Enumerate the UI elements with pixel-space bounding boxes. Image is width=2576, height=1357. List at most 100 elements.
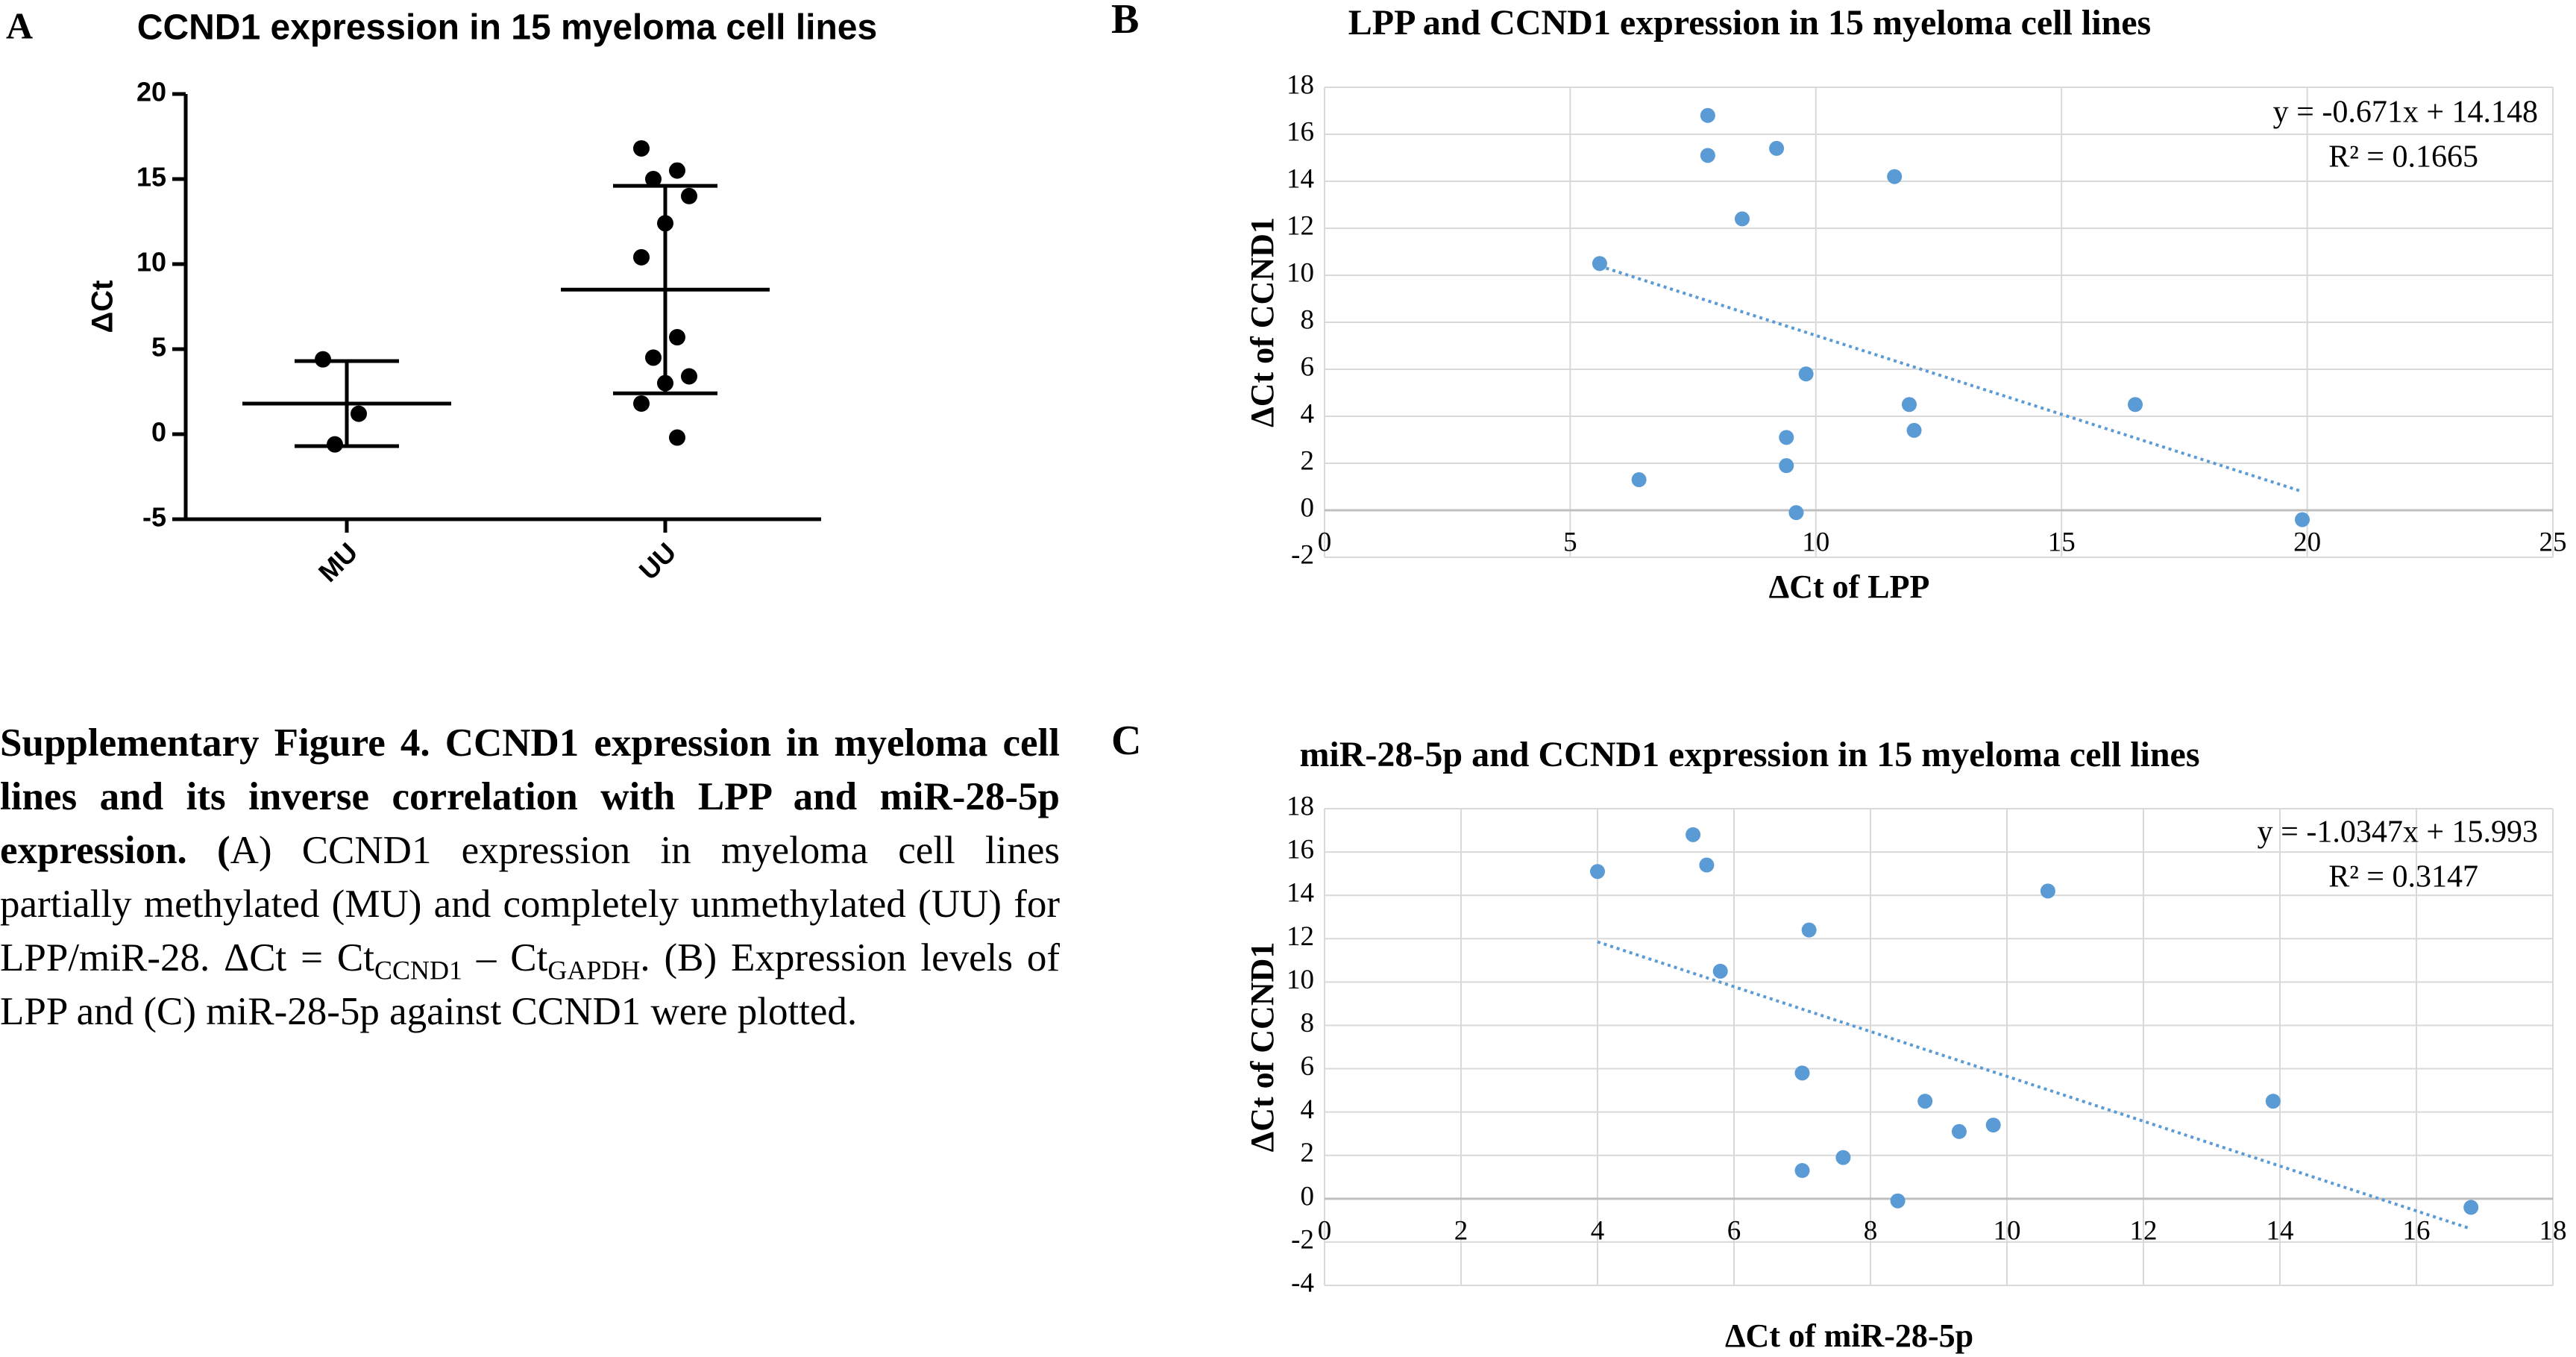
- x-tick-label: 6: [1727, 1215, 1741, 1246]
- point: [1700, 148, 1715, 163]
- point: [1590, 864, 1605, 880]
- y-tick-label: 2: [1301, 445, 1315, 476]
- trend-equation: y = -0.671x + 14.148: [2273, 95, 2538, 130]
- x-tick-label: 4: [1591, 1215, 1605, 1246]
- x-tick-label: 8: [1864, 1215, 1878, 1246]
- point: [1801, 922, 1817, 938]
- point: [633, 248, 650, 266]
- x-tick-label: 20: [2293, 527, 2321, 557]
- point: [657, 215, 673, 232]
- trend-r2: R² = 0.3147: [2328, 860, 2478, 894]
- point: [657, 374, 673, 392]
- point: [1699, 857, 1715, 873]
- point: [1794, 1163, 1810, 1179]
- y-tick-label: 8: [1301, 304, 1315, 335]
- point: [1794, 1065, 1810, 1081]
- panel-letter: A: [6, 4, 33, 46]
- caption: Supplementary Figure 4. CCND1 expression…: [0, 716, 1060, 1038]
- y-tick-label: 14: [1287, 878, 1314, 909]
- y-tick-label: -2: [1291, 1224, 1314, 1255]
- y-tick-label: 4: [1301, 398, 1315, 429]
- y-tick-label: 2: [1301, 1138, 1315, 1168]
- caption-text: . (B) Expression levels of LPP and (C) m…: [0, 936, 1060, 1033]
- panel-letter: C: [1111, 718, 1141, 764]
- point: [2040, 883, 2055, 899]
- x-tick-label: 0: [1318, 1215, 1332, 1246]
- y-tick-label: -2: [1291, 539, 1314, 570]
- caption-text: – Ct: [462, 936, 548, 980]
- x-axis-label: ΔCt of miR-28-5p: [1725, 1317, 1973, 1354]
- point: [1788, 505, 1804, 521]
- y-tick-label: 4: [1301, 1094, 1315, 1125]
- x-tick-label: 12: [2130, 1215, 2158, 1246]
- trend-equation: y = -1.0347x + 15.993: [2258, 815, 2538, 850]
- point: [1700, 107, 1715, 123]
- trendline: [1599, 264, 2303, 493]
- y-axis-label: ΔCt of CCND1: [1244, 217, 1281, 427]
- point: [681, 368, 697, 385]
- chart-title: LPP and CCND1 expression in 15 myeloma c…: [1348, 3, 2151, 43]
- caption-text: A) CCND1 expression in myeloma cell line…: [0, 829, 1060, 980]
- y-tick-label: -4: [1291, 1267, 1314, 1298]
- point: [351, 405, 367, 422]
- y-tick-label: 20: [136, 77, 166, 107]
- panel-letter: B: [1111, 0, 1139, 43]
- point: [1985, 1118, 2001, 1133]
- point: [669, 162, 685, 179]
- y-tick-label: -5: [142, 502, 166, 533]
- y-axis-label: ΔCt of CCND1: [1244, 942, 1281, 1153]
- point: [633, 140, 650, 157]
- point: [1917, 1094, 1933, 1109]
- point: [1769, 140, 1785, 156]
- point: [1712, 963, 1728, 979]
- point: [2463, 1200, 2479, 1215]
- y-tick-label: 12: [1287, 921, 1314, 952]
- y-tick-label: 12: [1287, 210, 1314, 241]
- y-tick-label: 15: [136, 162, 166, 192]
- point: [1734, 211, 1750, 227]
- y-tick-label: 0: [151, 417, 166, 448]
- x-tick-label: 18: [2539, 1215, 2567, 1246]
- point: [1686, 827, 1701, 842]
- trendline: [1597, 940, 2472, 1231]
- y-tick-label: 18: [1287, 791, 1314, 821]
- x-tick-label: 15: [2048, 527, 2076, 557]
- y-tick-label: 16: [1287, 116, 1314, 147]
- y-tick-label: 10: [1287, 965, 1314, 995]
- x-tick-label: 0: [1318, 527, 1332, 557]
- y-axis-label: ΔCt: [87, 281, 119, 333]
- point: [633, 395, 650, 412]
- y-tick-label: 8: [1301, 1008, 1315, 1038]
- y-tick-label: 18: [1287, 69, 1314, 100]
- point: [1779, 458, 1794, 474]
- point: [1887, 169, 1903, 184]
- point: [2295, 512, 2310, 527]
- x-tick-label: 14: [2266, 1215, 2294, 1246]
- point: [681, 187, 697, 204]
- caption-sub: GAPDH: [547, 955, 641, 985]
- point: [2128, 397, 2143, 413]
- x-tick-label: 10: [1802, 527, 1829, 557]
- x-tick-label: 25: [2539, 527, 2567, 557]
- x-tick-label: 10: [1994, 1215, 2021, 1246]
- point: [1835, 1150, 1851, 1165]
- x-tick-label: 16: [2403, 1215, 2431, 1246]
- y-tick-label: 0: [1301, 492, 1315, 523]
- point: [1631, 472, 1647, 488]
- point: [1798, 366, 1814, 382]
- point: [645, 349, 662, 366]
- trend-r2: R² = 0.1665: [2328, 140, 2478, 175]
- point: [669, 329, 685, 346]
- point: [1951, 1123, 1967, 1139]
- point: [2265, 1094, 2281, 1109]
- chart-title: miR-28-5p and CCND1 expression in 15 mye…: [1299, 735, 2199, 774]
- y-tick-label: 16: [1287, 835, 1314, 865]
- y-tick-label: 14: [1287, 163, 1314, 194]
- point: [1890, 1193, 1906, 1209]
- point: [645, 171, 662, 187]
- y-tick-label: 6: [1301, 351, 1315, 382]
- y-tick-label: 0: [1301, 1181, 1315, 1212]
- point: [669, 429, 685, 446]
